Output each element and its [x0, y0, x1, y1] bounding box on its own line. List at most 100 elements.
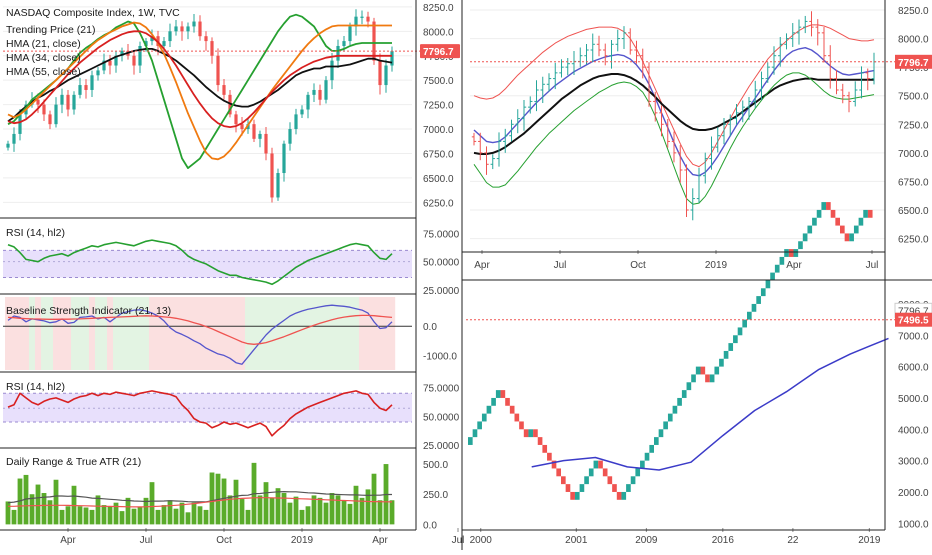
renko-brick-up	[728, 343, 734, 351]
price-tick-label: 6250.0	[423, 198, 454, 209]
regime-background-red	[215, 297, 222, 370]
renko-brick-up	[495, 390, 501, 398]
candle-body	[270, 153, 274, 198]
range-bar	[137, 507, 143, 525]
x-tick-label: Oct	[216, 535, 232, 546]
regime-background-green	[137, 297, 144, 370]
candle-body	[216, 55, 220, 86]
series-line-hma21	[7, 13, 392, 170]
atr-line-down	[8, 497, 393, 508]
price-pane-main[interactable]: 6250.06500.06750.07000.07250.07500.07750…	[3, 3, 460, 209]
candle-body	[282, 143, 286, 174]
regime-background-red	[365, 297, 372, 370]
candle-body	[366, 16, 370, 22]
renko-brick-down	[844, 233, 850, 242]
env-tick-label: 8000.0	[898, 35, 929, 46]
range-bar	[263, 482, 269, 525]
renko-brick-down	[542, 444, 548, 453]
regime-background-red	[383, 297, 390, 370]
regime-background-green	[125, 297, 132, 370]
renko-brick-up	[709, 374, 715, 383]
renko-pane[interactable]: 1000.0 2000.0 3000.0 4000.0 5000.0 6000.0 7000…	[466, 202, 932, 546]
renko-brick-up	[779, 256, 785, 265]
renko-tick-label: 4000.0	[898, 425, 929, 436]
rsi-pane-2[interactable]: 25.0000 50.0000 75.0000	[3, 384, 460, 453]
candle-body	[306, 94, 310, 110]
renko-last-price-label: 7796.7	[898, 306, 929, 317]
renko-brick-down	[830, 209, 836, 218]
renko-brick-up	[635, 468, 641, 477]
renko-brick-down	[700, 366, 706, 375]
rsi-band	[3, 393, 412, 422]
renko-tick-label: 3000.0	[898, 457, 929, 468]
regime-background-green	[131, 297, 138, 370]
candle-body	[120, 50, 124, 56]
x-tick-label: Jul	[452, 535, 465, 546]
osc-tick-label: 75.0000	[423, 229, 460, 240]
candle-body	[132, 55, 136, 66]
env-last-price-label: 7796.7	[898, 58, 929, 69]
range-bar	[239, 499, 245, 525]
renko-brick-up	[681, 390, 687, 398]
last-price-tag	[420, 44, 460, 59]
env-tick-label: 7500.0	[898, 92, 929, 103]
atr-tick-label: 500.0	[423, 460, 448, 471]
renko-brick-up	[477, 421, 482, 430]
regime-background-green	[341, 297, 348, 370]
renko-brick-down	[570, 491, 575, 500]
series-line-hma55	[7, 30, 392, 128]
range-bar	[29, 494, 35, 525]
range-bar	[365, 489, 371, 525]
env-x-tick-label: Jul	[554, 260, 567, 271]
range-bar	[125, 497, 131, 525]
renko-brick-down	[607, 476, 613, 485]
regime-background-green	[83, 297, 90, 370]
regime-background-green	[305, 297, 312, 370]
envelope-line-down	[473, 24, 875, 168]
range-bar	[179, 502, 185, 525]
candle-body	[186, 26, 190, 32]
renko-brick-up	[742, 319, 747, 328]
regime-background-green	[275, 297, 282, 370]
regime-background-green	[47, 297, 54, 370]
renko-brick-up	[849, 233, 854, 242]
candle-body	[348, 26, 352, 42]
env-x-tick-label: Apr	[474, 260, 490, 271]
range-bar	[131, 508, 137, 525]
renko-x-tick-label: 2001	[565, 535, 588, 546]
range-bar	[293, 496, 299, 525]
candle-body	[276, 173, 280, 198]
range-bar	[11, 509, 17, 525]
renko-brick-up	[626, 484, 631, 492]
regime-background-red	[359, 297, 366, 370]
regime-background-red	[203, 297, 210, 370]
rsi-pane-1[interactable]: 25.0000 50.0000 75.0000	[3, 229, 460, 297]
range-bar	[203, 509, 209, 525]
renko-brick-up	[630, 476, 636, 485]
baseline-strength-pane[interactable]: -1000.0 0.0	[3, 297, 457, 370]
range-bar	[389, 500, 395, 525]
candle-body	[288, 129, 292, 144]
renko-brick-down	[561, 476, 566, 485]
candle-body	[18, 114, 22, 134]
candle-body	[168, 31, 172, 42]
renko-brick-down	[547, 452, 552, 461]
renko-brick-down	[867, 209, 873, 218]
renko-brick-down	[514, 413, 520, 422]
regime-background-red	[59, 297, 66, 370]
price-pane-envelope[interactable]: 6250.06500.06750.07000.07250.07500.07750…	[470, 6, 932, 271]
candle-body	[252, 124, 256, 139]
renko-brick-up	[481, 413, 487, 422]
regime-background-green	[41, 297, 48, 370]
regime-background-red	[197, 297, 204, 370]
regime-background-green	[335, 297, 342, 370]
renko-brick-down	[533, 429, 538, 438]
candle-body	[198, 21, 202, 37]
renko-brick-up	[491, 397, 496, 406]
range-atr-pane[interactable]: 0.0 250.0 500.0 Apr Jul Oct 2019 Apr Jul	[5, 460, 465, 546]
regime-background-red	[155, 297, 162, 370]
last-price-label: 7796.7	[423, 47, 454, 58]
regime-background-green	[113, 297, 120, 370]
regime-background-green	[251, 297, 258, 370]
